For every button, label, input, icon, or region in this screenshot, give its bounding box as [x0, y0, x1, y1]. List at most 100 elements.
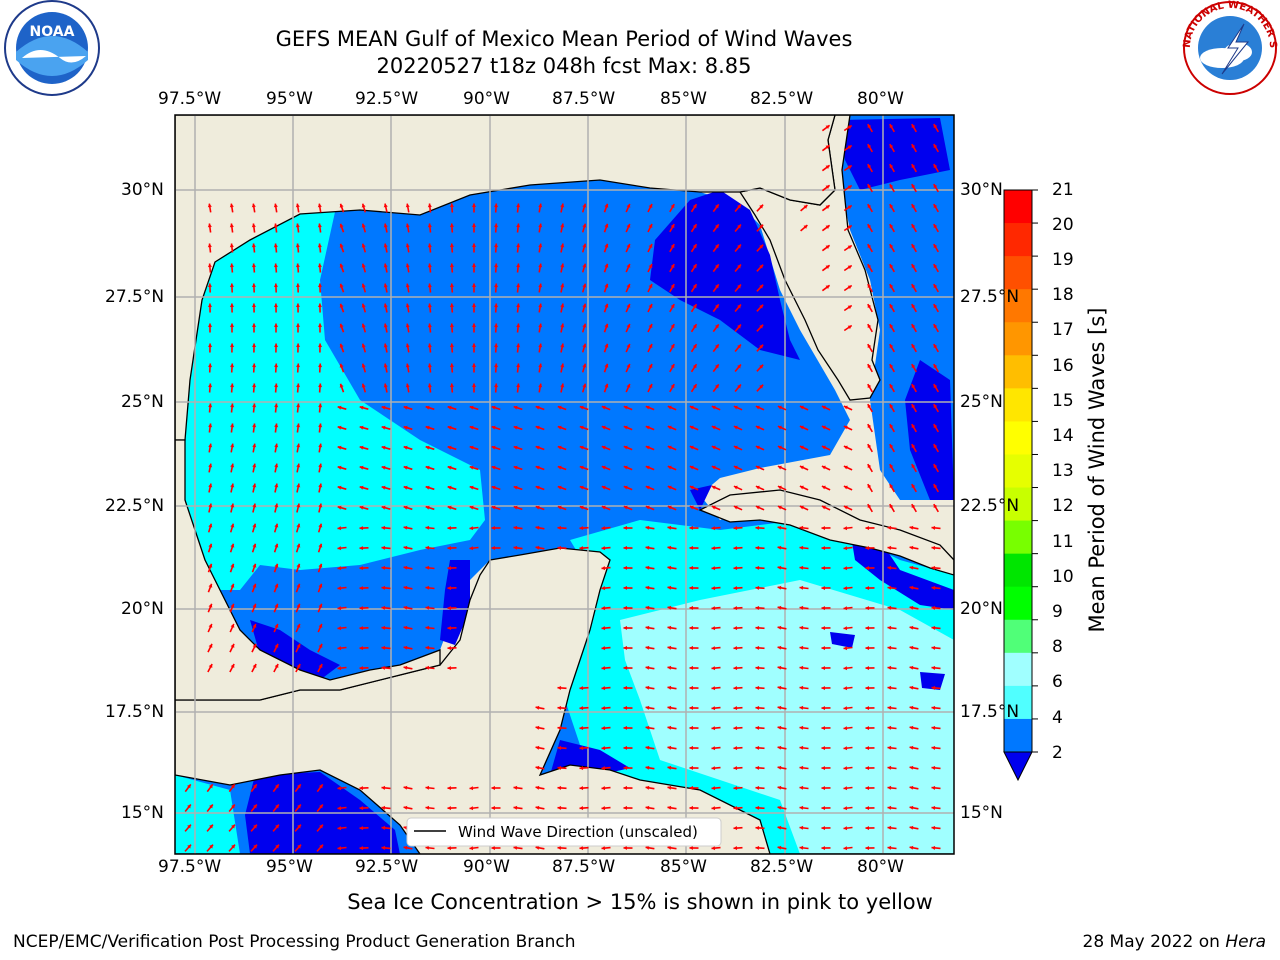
wind-arrow-head	[670, 224, 675, 229]
wind-arrow-head	[318, 423, 323, 428]
wind-arrow-head	[821, 425, 826, 430]
wind-arrow-head	[274, 463, 279, 468]
wind-arrow-head	[447, 425, 452, 430]
wind-arrow-head	[383, 343, 388, 348]
wind-arrow-head	[759, 304, 764, 309]
wind-arrow-head	[911, 224, 916, 229]
wind-arrow-head	[405, 223, 410, 228]
wind-arrow-head	[427, 243, 432, 248]
wind-arrow-head	[623, 745, 627, 750]
wind-arrow-head	[931, 605, 936, 610]
wind-arrow-head	[733, 826, 738, 831]
wind-arrow-head	[447, 445, 452, 450]
wind-arrow-head	[405, 303, 410, 308]
wind-arrow-head	[579, 766, 584, 771]
wind-arrow-head	[560, 223, 565, 228]
wind-arrow-head	[359, 485, 364, 490]
wind-arrow-head	[579, 786, 584, 791]
wind-arrow-head	[208, 363, 213, 368]
wind-arrow-head	[251, 263, 256, 268]
wind-arrow-head	[867, 244, 872, 249]
legend-label: Wind Wave Direction (unscaled)	[458, 823, 698, 841]
wind-arrow-head	[427, 323, 432, 328]
wind-arrow-head	[469, 485, 474, 490]
wind-arrow-head	[403, 805, 408, 810]
wind-arrow-head	[229, 223, 234, 228]
wind-arrow-head	[821, 726, 825, 731]
wind-arrow-head	[889, 124, 894, 129]
wind-arrow-head	[253, 784, 257, 789]
wind-arrow-head	[933, 284, 938, 289]
wind-arrow-head	[252, 643, 257, 648]
wind-arrow-head	[230, 463, 235, 468]
wind-arrow-head	[821, 405, 826, 410]
wind-arrow-head	[601, 586, 606, 591]
wind-arrow-head	[889, 424, 894, 429]
wind-arrow-head	[933, 124, 938, 129]
colorbar-tick: 13	[1052, 461, 1074, 481]
wind-arrow-head	[403, 505, 408, 510]
wind-arrow-head	[207, 223, 212, 228]
wind-arrow-head	[447, 786, 451, 791]
wind-arrow-head	[911, 444, 916, 449]
wind-arrow-head	[667, 585, 672, 590]
wind-arrow-head	[296, 563, 301, 568]
wind-arrow-head	[491, 525, 495, 531]
wind-arrow-head	[560, 363, 565, 368]
wind-arrow-head	[887, 825, 892, 830]
wind-arrow-head	[208, 563, 213, 568]
wind-arrow-head	[648, 304, 653, 308]
wind-arrow-head	[799, 625, 804, 630]
wind-arrow-head	[337, 566, 342, 571]
wind-arrow-head	[887, 805, 892, 810]
wind-arrow-head	[318, 664, 323, 668]
wind-arrow-head	[318, 503, 323, 508]
wind-arrow-head	[867, 344, 872, 349]
wind-arrow-head	[847, 305, 852, 310]
wind-arrow-head	[645, 665, 650, 670]
wind-arrow-head	[275, 804, 279, 809]
graticule	[175, 115, 954, 854]
wind-arrow-head	[803, 225, 808, 229]
colorbar-segment	[1004, 652, 1032, 687]
wind-arrow-head	[535, 785, 540, 790]
wind-arrow-head	[689, 785, 693, 790]
wind-arrow-head	[711, 425, 716, 430]
wind-arrow-head	[911, 284, 916, 289]
lon-label: 80°W	[857, 857, 904, 877]
wind-arrow-head	[318, 343, 323, 347]
wind-arrow-head	[601, 505, 606, 510]
wind-arrow-head	[359, 806, 363, 811]
wind-arrow-head	[383, 323, 388, 328]
wind-arrow-head	[711, 546, 716, 551]
wind-arrow-head	[381, 645, 386, 650]
wind-arrow-head	[381, 445, 386, 450]
wind-arrow-head	[494, 383, 499, 388]
wind-arrow-head	[689, 545, 693, 550]
wind-arrow-head	[623, 725, 627, 730]
wind-arrow-head	[513, 465, 518, 470]
wind-arrow-head	[579, 445, 584, 450]
wind-arrow-head	[715, 264, 719, 269]
wind-arrow-head	[208, 503, 213, 508]
wind-arrow-head	[645, 785, 650, 790]
wind-arrow-head	[911, 384, 916, 389]
wind-arrow-head	[623, 465, 628, 470]
wind-arrow-head	[821, 646, 825, 651]
wind-arrow-head	[491, 445, 496, 450]
wind-arrow-head	[359, 465, 364, 470]
wind-arrow-head	[317, 283, 322, 287]
wind-arrow-head	[601, 786, 606, 791]
wind-arrow-head	[557, 725, 562, 730]
wind-arrow-head	[296, 543, 301, 548]
wind-arrow-head	[759, 264, 764, 269]
wind-arrow-head	[538, 343, 543, 348]
wind-arrow-head	[560, 243, 565, 248]
wind-arrow-head	[821, 586, 825, 591]
wind-arrow-head	[339, 303, 344, 308]
wind-arrow-head	[513, 445, 518, 450]
wind-arrow-head	[777, 465, 782, 470]
colorbar-segment	[1004, 619, 1032, 654]
wind-arrow-head	[755, 605, 760, 610]
wind-arrow-head	[715, 324, 719, 329]
